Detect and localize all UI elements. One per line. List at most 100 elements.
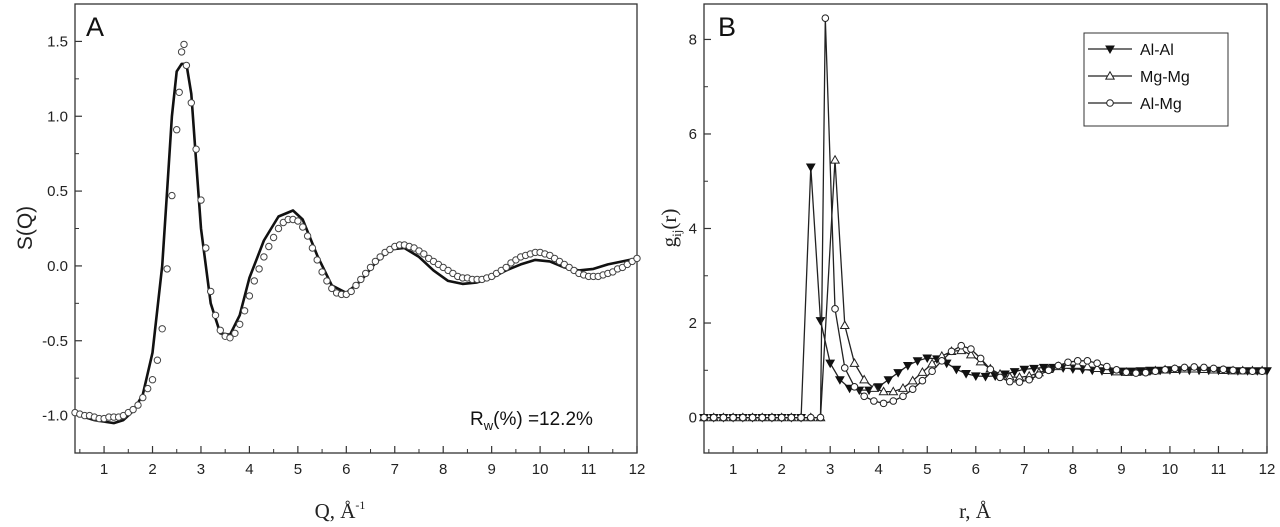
legend-swatch-marker <box>1104 70 1116 80</box>
data-point <box>236 320 244 328</box>
series-point-al-mg <box>831 305 839 313</box>
series-point-al-al <box>961 370 971 379</box>
x-tick-label: 6 <box>342 461 350 478</box>
x-tick-label: 5 <box>294 461 302 478</box>
x-tick-label: 1 <box>100 461 108 478</box>
data-point <box>255 265 263 273</box>
series-point-al-mg <box>996 373 1004 382</box>
series-point-al-mg <box>719 413 728 422</box>
series-point-al-mg <box>1015 378 1024 386</box>
series-point-al-mg <box>1258 367 1266 376</box>
panel-a: -1.0-0.50.00.51.01.5 1 2 3 4 5 6 7 8 9 10 11 12 A R… <box>14 3 645 523</box>
series-point-al-al <box>951 365 962 375</box>
series-point-mg-mg <box>1082 361 1093 371</box>
series-point-al-mg <box>1180 363 1189 372</box>
series-point-mg-mg <box>927 358 938 368</box>
panel-a-letter: A <box>86 12 104 42</box>
rw-annotation-suffix: (%) =12.2% <box>493 409 593 430</box>
data-point <box>148 376 157 384</box>
data-point <box>207 287 215 296</box>
x-tick-label: 6 <box>972 461 980 478</box>
x-tick-label: 8 <box>439 461 447 478</box>
panel-b-y-ticks: 0 2 4 6 8 <box>689 31 711 427</box>
legend-swatch-marker <box>1106 99 1114 107</box>
x-tick-label: 9 <box>1117 461 1125 478</box>
series-point-al-mg <box>748 413 757 422</box>
panel-b-x-axis-title-main: r, <box>959 499 976 523</box>
panel-b-x-axis-title: r, Å <box>959 499 992 523</box>
data-point <box>202 244 210 252</box>
panel-a-x-axis-title-main: Q, <box>315 499 341 523</box>
series-point-al-al <box>1009 368 1020 377</box>
data-point <box>134 401 142 409</box>
series-point-al-mg <box>1219 365 1228 374</box>
panel-b-y-axis-title-suffix: (r) <box>657 209 681 230</box>
data-point <box>180 40 188 49</box>
series-point-al-mg <box>1035 371 1043 379</box>
series-point-al-mg <box>1073 357 1082 365</box>
data-point <box>328 284 336 293</box>
x-tick-label: 11 <box>1211 461 1227 478</box>
series-point-al-mg <box>1238 366 1247 375</box>
series-point-al-mg <box>928 367 936 376</box>
series-point-al-mg <box>1122 368 1131 376</box>
series-point-al-al <box>815 317 826 326</box>
data-point <box>420 250 428 258</box>
data-point <box>139 393 147 402</box>
series-point-al-mg <box>1054 361 1063 370</box>
series-point-al-mg <box>1132 369 1140 377</box>
data-point <box>357 275 365 284</box>
series-point-mg-mg <box>888 386 899 396</box>
series-point-al-mg <box>821 14 830 22</box>
series-point-al-mg <box>967 345 975 353</box>
series-point-al-al <box>912 357 923 366</box>
x-tick-label: 10 <box>1162 461 1179 478</box>
series-point-al-mg <box>1229 366 1237 375</box>
rw-annotation-prefix: R <box>470 409 484 430</box>
data-point <box>265 242 273 251</box>
x-tick-label: 1 <box>729 461 737 478</box>
y-tick-label: 0.5 <box>47 183 68 200</box>
data-point <box>168 191 176 200</box>
series-point-al-mg <box>889 397 898 405</box>
fit-curve <box>74 62 638 425</box>
panel-b-y-axis-title-subscript: ij <box>669 230 684 237</box>
y-tick-label: 0.0 <box>47 258 68 275</box>
series-point-al-mg <box>947 347 956 356</box>
series-point-al-mg <box>899 392 907 401</box>
x-tick-label: 7 <box>391 461 399 478</box>
series-point-al-mg <box>768 413 776 422</box>
series-point-al-mg <box>1141 368 1150 377</box>
x-tick-label: 8 <box>1069 461 1077 478</box>
data-point <box>303 232 312 240</box>
series-point-al-mg <box>797 413 805 422</box>
data-point <box>175 88 183 97</box>
series-point-al-mg <box>700 413 708 422</box>
y-tick-label: 1.0 <box>47 108 68 125</box>
series-point-al-mg <box>976 354 985 363</box>
data-point <box>163 265 171 273</box>
series-point-al-al <box>883 376 894 385</box>
panel-a-x-axis-title-unit: Å <box>340 499 356 523</box>
legend-items: Al-Al Mg-Mg Al-Mg <box>1088 42 1190 113</box>
data-point <box>323 277 331 285</box>
data-point <box>274 224 283 233</box>
legend-label-al-al: Al-Al <box>1140 42 1174 59</box>
data-point <box>376 253 384 261</box>
legend-label-al-mg: Al-Mg <box>1140 96 1182 113</box>
data-point <box>192 145 200 153</box>
series-point-mg-mg <box>917 366 928 376</box>
series-point-al-mg <box>860 392 868 401</box>
series-point-al-mg <box>1112 366 1121 374</box>
data-point <box>129 405 137 414</box>
series-point-al-mg <box>1161 366 1169 374</box>
series-point-al-mg <box>1064 358 1072 367</box>
data-point <box>173 126 181 134</box>
series-point-mg-mg <box>839 320 850 330</box>
series-point-al-mg <box>777 413 786 422</box>
panel-a-plot-frame <box>74 3 638 454</box>
data-point <box>308 244 317 252</box>
data-point <box>182 61 191 70</box>
series-point-al-mg <box>938 357 946 365</box>
series-point-al-mg <box>1044 366 1053 375</box>
